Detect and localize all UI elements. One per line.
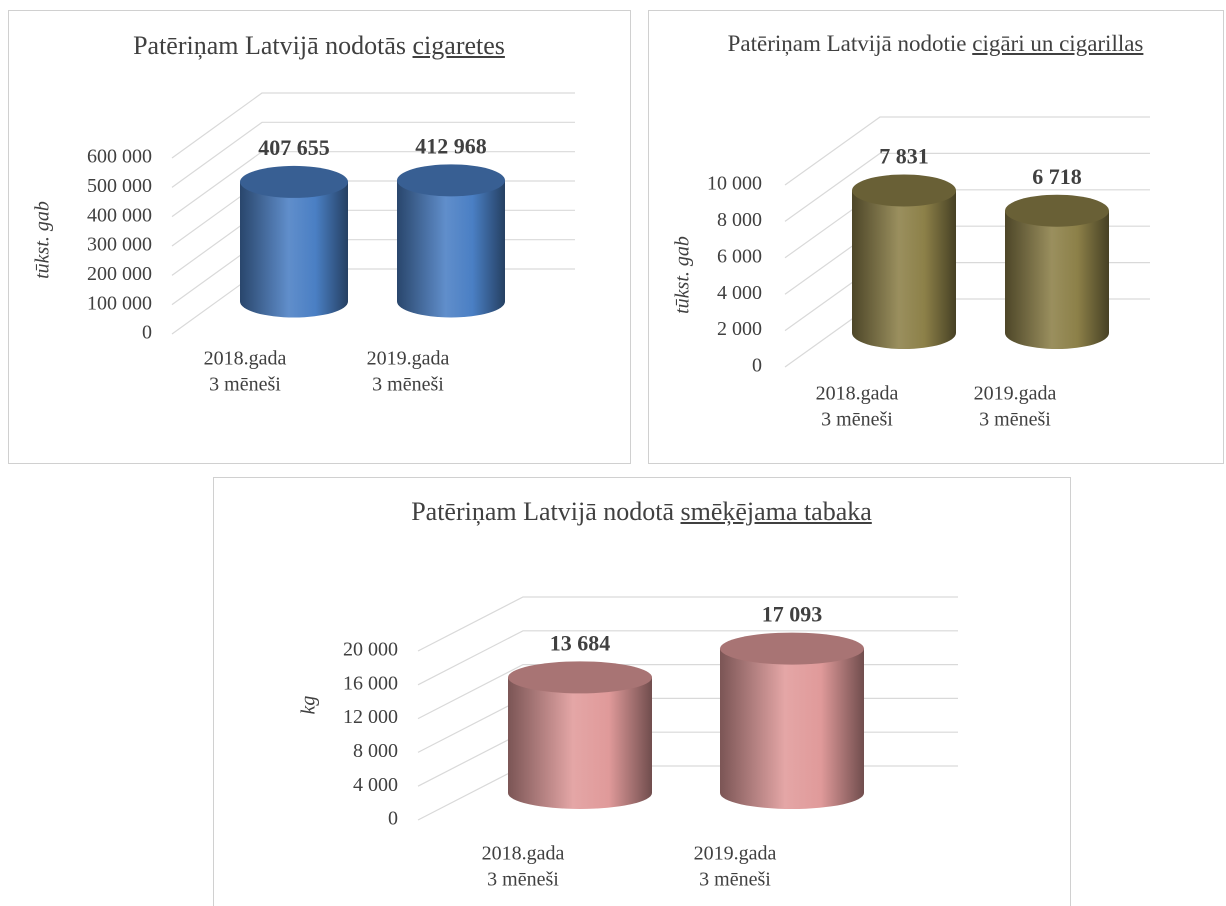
y-tick-label: 300 000 [87,234,152,256]
grid-line [171,209,575,276]
cylinder-top [720,632,864,665]
y-tick-label: 2 000 [717,318,762,340]
title-text: Patēriņam Latvijā nodotās [133,31,407,60]
y-tick-label: 200 000 [87,263,152,285]
cylinder-bar [508,661,652,809]
x-tick-label: 3 mēneši [372,374,444,396]
title-underlined: cigāri un cigarillas [972,31,1144,56]
cylinder-top [240,165,348,198]
x-tick-label: 2018.gada [482,843,565,865]
chart-frame [8,10,631,464]
cylinder-bar [397,164,505,318]
cylinder-top [508,661,652,694]
value-label: 407 655 [258,135,330,160]
cylinder-bar [720,632,864,809]
chart-title: Patēriņam Latvijā nodotie cigāri un ciga… [716,28,1156,60]
y-tick-label: 100 000 [87,292,152,314]
x-tick-label: 3 mēneši [209,374,281,396]
title-underlined: cigaretes [412,31,505,60]
cylinder-body [720,648,864,809]
cylinder-body [852,190,956,349]
x-tick-label: 2019.gada [974,383,1057,405]
grid-line [417,596,958,652]
x-tick-label: 2019.gada [694,843,777,865]
cylinder-body [1005,210,1109,349]
cylinder-body [508,677,652,809]
title-text: Patēriņam Latvijā nodotie [727,31,967,56]
y-tick-label: 600 000 [87,146,152,168]
x-tick-label: 3 mēneši [979,409,1051,431]
grid-line [171,151,575,218]
y-tick-label: 16 000 [343,672,398,694]
chart-frame [213,477,1071,906]
y-axis-label: tūkst. gab [672,236,694,314]
chart-frame [648,10,1224,464]
value-label: 412 968 [415,133,487,158]
chart-title: Patēriņam Latvijā nodotā smēķējama tabak… [242,496,1042,528]
grid-line [417,765,958,821]
cylinder-top [852,174,956,207]
y-tick-label: 400 000 [87,204,152,226]
title-underlined: smēķējama tabaka [680,497,872,526]
x-tick-label: 2018.gada [204,348,287,370]
title-text: Patēriņam Latvijā nodotā [411,497,674,526]
x-tick-label: 2018.gada [816,383,899,405]
value-label: 6 718 [1032,164,1082,189]
grid-line [171,92,575,159]
cylinder-top [1005,194,1109,227]
y-axis-label: tūkst. gab [32,201,54,279]
x-tick-label: 3 mēneši [487,869,559,891]
y-tick-label: 12 000 [343,706,398,728]
grid-line [784,152,1150,222]
grid-line [784,116,1150,186]
y-tick-label: 0 [142,322,152,344]
value-label: 7 831 [879,144,929,169]
y-tick-label: 6 000 [717,245,762,267]
grid-line [171,121,575,188]
cylinder-body [397,180,505,318]
cylinder-bar [1005,194,1109,349]
grid-line [417,630,958,686]
grid-line [171,268,575,335]
y-tick-label: 20 000 [343,639,398,661]
cylinder-bar [852,174,956,349]
cylinder-body [240,181,348,318]
y-tick-label: 8 000 [353,740,398,762]
value-label: 17 093 [762,602,823,627]
y-tick-label: 500 000 [87,175,152,197]
x-tick-label: 3 mēneši [699,869,771,891]
x-tick-label: 3 mēneši [821,409,893,431]
y-tick-label: 0 [388,808,398,830]
cylinder-top [397,164,505,197]
value-label: 13 684 [550,630,611,655]
grid-line [171,180,575,247]
cylinder-bar [240,165,348,318]
grid-line [171,239,575,306]
y-axis-label: kg [298,696,320,715]
x-tick-label: 2019.gada [367,348,450,370]
y-tick-label: 8 000 [717,209,762,231]
y-tick-label: 10 000 [707,173,762,195]
chart-title: Patēriņam Latvijā nodotās cigaretes [39,30,599,62]
y-tick-label: 0 [752,355,762,377]
y-tick-label: 4 000 [717,282,762,304]
y-tick-label: 4 000 [353,774,398,796]
